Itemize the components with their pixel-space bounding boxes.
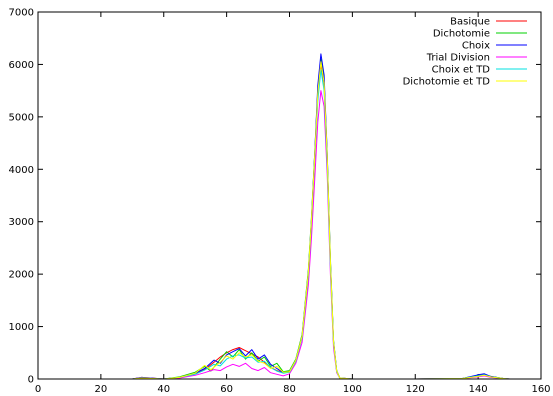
series-line-basique xyxy=(100,63,541,380)
legend-label: Choix xyxy=(462,41,490,52)
legend-label: Trial Division xyxy=(426,53,490,64)
y-tick-label: 5000 xyxy=(9,112,34,123)
legend-label: Dichotomie xyxy=(433,29,490,40)
y-tick-label: 4000 xyxy=(9,165,34,176)
series-line-dichotomie xyxy=(100,58,541,380)
x-tick-label: 80 xyxy=(283,384,296,395)
series-line-trial-division xyxy=(100,90,541,380)
y-tick-label: 1000 xyxy=(9,322,34,333)
series-lines xyxy=(100,53,541,380)
x-tick-label: 40 xyxy=(157,384,170,395)
y-tick-label: 7000 xyxy=(9,8,34,19)
x-tick-label: 160 xyxy=(531,384,550,395)
legend-label: Basique xyxy=(450,17,490,28)
series-line-choix-et-td xyxy=(100,69,541,380)
plot-frame xyxy=(37,11,542,380)
x-tick-label: 100 xyxy=(343,384,362,395)
legend-label: Dichotomie et TD xyxy=(403,77,491,88)
y-tick-label: 2000 xyxy=(9,270,34,281)
y-tick-label: 3000 xyxy=(9,217,34,228)
y-tick-label: 6000 xyxy=(9,60,34,71)
x-tick-label: 20 xyxy=(95,384,108,395)
x-tick-label: 0 xyxy=(35,384,41,395)
y-tick-label: 0 xyxy=(28,375,34,386)
x-tick-label: 120 xyxy=(406,384,425,395)
series-line-dichotomie-et-td xyxy=(100,61,541,380)
x-tick-label: 140 xyxy=(469,384,488,395)
legend-label: Choix et TD xyxy=(432,65,491,76)
series-line-choix xyxy=(100,53,541,380)
x-tick-label: 60 xyxy=(220,384,233,395)
